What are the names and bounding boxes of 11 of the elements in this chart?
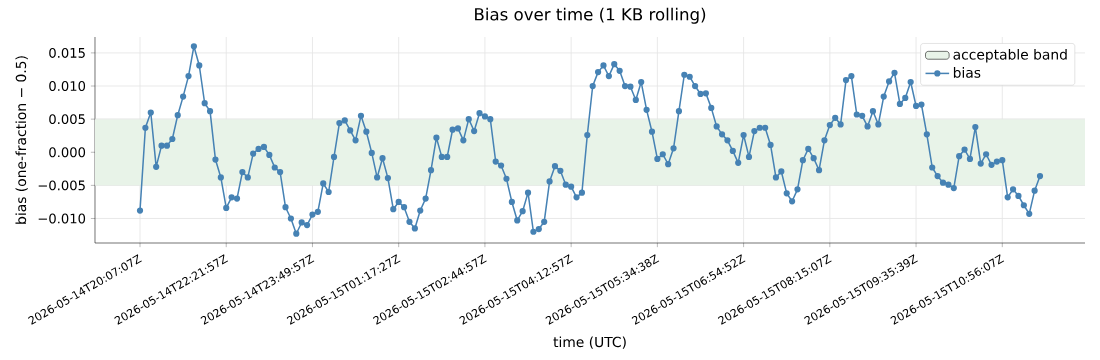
y-tick-label: −0.005 bbox=[38, 180, 85, 191]
y-tick-label: −0.010 bbox=[38, 213, 86, 224]
y-tick-label: 0.000 bbox=[49, 147, 86, 158]
x-axis-title: time (UTC) bbox=[553, 336, 626, 349]
y-tick-label: 0.015 bbox=[49, 47, 85, 58]
chart-title: Bias over time (1 KB rolling) bbox=[475, 7, 706, 24]
legend-label: bias bbox=[953, 67, 981, 78]
y-axis-title: bias (one-fraction − 0.5) bbox=[15, 56, 28, 224]
legend-label: acceptable band bbox=[953, 48, 1067, 63]
y-tick-label: 0.010 bbox=[49, 81, 86, 91]
y-tick-label: 0.005 bbox=[49, 114, 85, 125]
